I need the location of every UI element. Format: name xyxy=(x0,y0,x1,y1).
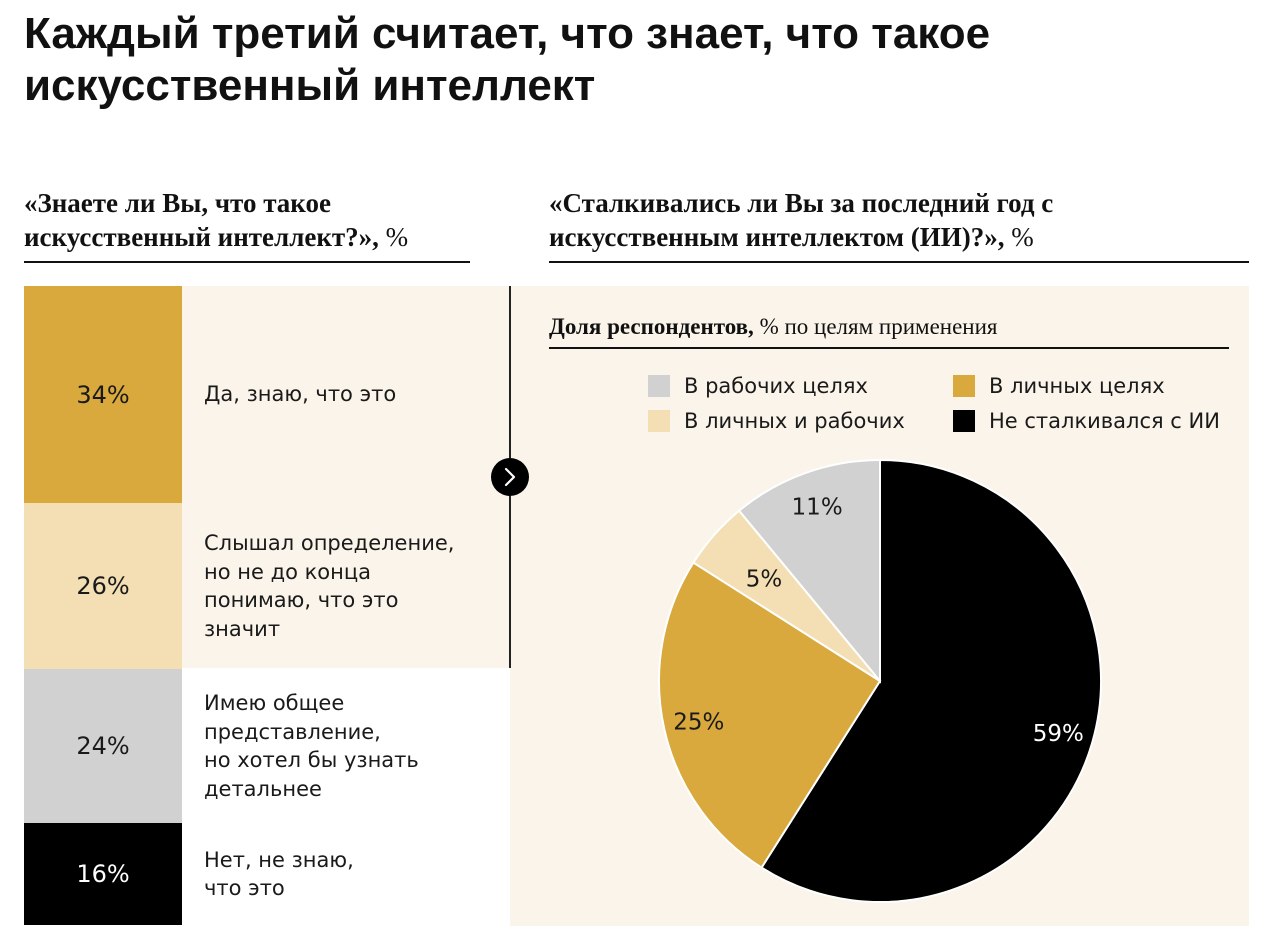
connector-line-bottom xyxy=(509,496,511,668)
legend-label: Не сталкивался с ИИ xyxy=(989,409,1220,433)
knowledge-segment-heard: 26% xyxy=(24,503,182,669)
legend-label: В рабочих целях xyxy=(684,374,868,398)
legend-swatch xyxy=(953,410,975,432)
knowledge-segment-general: 24% xyxy=(24,669,182,823)
share-divider xyxy=(549,347,1229,349)
knowledge-value: 16% xyxy=(76,860,130,888)
pie-slice-none xyxy=(760,458,1102,903)
pie-slice-label: 59% xyxy=(1033,721,1084,747)
share-title-bold: Доля респондентов, xyxy=(549,314,754,339)
pie-slice-label: 5% xyxy=(746,567,783,593)
legend-item-work: В рабочих целях xyxy=(648,374,868,398)
right-question-text: «Сталкивались ли Вы за последний год с и… xyxy=(549,188,1054,252)
legend-swatch xyxy=(648,410,670,432)
pie-slice-work xyxy=(737,458,881,684)
knowledge-value: 34% xyxy=(76,380,130,409)
legend-label: В личных и рабочих xyxy=(684,409,905,433)
knowledge-label-general: Имею общее представление, но хотел бы уз… xyxy=(204,691,419,801)
pie-slice-label: 11% xyxy=(792,494,843,520)
left-question-text: «Знаете ли Вы, что такое искусственный и… xyxy=(24,188,379,252)
legend-label: В личных целях xyxy=(989,374,1165,398)
legend-swatch xyxy=(648,375,670,397)
pie-slice-personal xyxy=(658,561,882,869)
left-question: «Знаете ли Вы, что такое искусственный и… xyxy=(24,186,470,254)
knowledge-value: 24% xyxy=(76,732,130,760)
knowledge-label-heard: Слышал определение, но не до конца поним… xyxy=(204,531,455,641)
share-title-rest: % по целям применения xyxy=(753,314,998,339)
page-title: Каждый третий считает, что знает, что та… xyxy=(24,9,991,110)
legend-swatch xyxy=(953,375,975,397)
knowledge-label-yes: Да, знаю, что это xyxy=(204,382,397,407)
left-question-unit: % xyxy=(378,222,409,252)
knowledge-segment-no: 16% xyxy=(24,823,182,925)
connector-line-top xyxy=(509,286,511,458)
right-question-unit: % xyxy=(1004,222,1034,252)
legend-item-personal: В личных целях xyxy=(953,374,1165,398)
knowledge-segment-yes: 34% xyxy=(24,286,182,503)
knowledge-value: 26% xyxy=(76,572,130,600)
chevron-right-icon xyxy=(491,458,529,496)
pie-slice-label: 25% xyxy=(673,709,724,735)
legend-item-both: В личных и рабочих xyxy=(648,409,905,433)
right-divider xyxy=(549,261,1249,263)
left-divider xyxy=(24,261,470,263)
right-question: «Сталкивались ли Вы за последний год с и… xyxy=(549,186,1249,254)
share-title: Доля респондентов, % по целям применения xyxy=(549,312,1229,342)
legend-item-none: Не сталкивался с ИИ xyxy=(953,409,1220,433)
left-panel-background xyxy=(182,286,510,668)
knowledge-label-no: Нет, не знаю, что это xyxy=(204,847,354,901)
